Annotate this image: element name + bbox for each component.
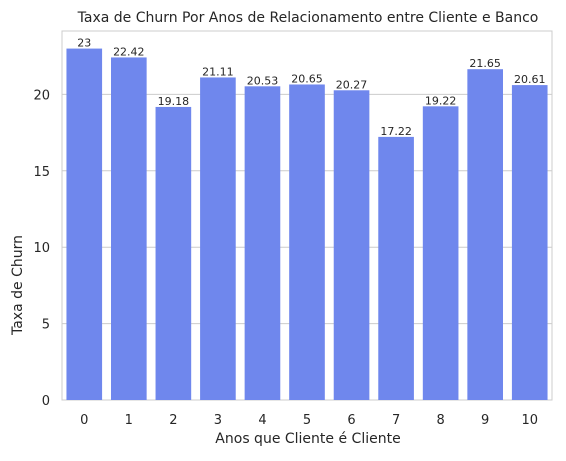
bar-value-label: 19.22	[425, 94, 457, 107]
bar	[244, 86, 281, 400]
x-tick-label: 5	[303, 413, 311, 428]
bar	[422, 106, 459, 401]
bar-value-label: 17.22	[380, 125, 412, 138]
y-tick-label: 0	[42, 394, 50, 409]
x-tick-label: 9	[481, 413, 489, 428]
data-labels: 23 22.42 19.18 21.11 20.53 20.65 20.27 17.22 19.…	[77, 37, 545, 138]
y-tick-label: 20	[33, 88, 50, 103]
x-tick-label: 3	[214, 413, 222, 428]
bar	[378, 136, 414, 400]
bar	[155, 106, 192, 400]
bars	[66, 48, 548, 401]
bar-value-label: 20.53	[247, 74, 279, 87]
bar	[333, 90, 370, 400]
bar-value-label: 20.61	[514, 73, 546, 86]
bar	[200, 77, 236, 400]
y-tick-label: 10	[33, 241, 50, 256]
x-tick-label: 1	[125, 413, 133, 428]
bar	[511, 85, 548, 400]
x-tick-label: 0	[80, 413, 88, 428]
x-tick-label: 4	[258, 413, 266, 428]
bar-value-label: 19.18	[158, 95, 190, 108]
bar-value-label: 20.65	[291, 72, 323, 85]
y-tick-label: 15	[33, 165, 50, 180]
bar	[66, 48, 103, 400]
y-axis-label: Taxa de Churn	[10, 235, 26, 336]
x-tick-label: 8	[436, 413, 444, 428]
x-axis-label: Anos que Cliente é Cliente	[215, 431, 400, 447]
bar-value-label: 22.42	[113, 45, 145, 58]
bar	[467, 69, 503, 400]
bar-value-label: 20.27	[336, 78, 368, 91]
x-tick-label: 10	[521, 413, 538, 428]
bar-value-label: 21.11	[202, 65, 234, 78]
bar	[289, 84, 325, 400]
y-axis-ticks: 0 5 10 15 20	[33, 88, 50, 409]
x-axis-ticks: 0 1 2 3 4 5 6 7 8 9 10	[80, 413, 538, 428]
x-tick-label: 2	[169, 413, 177, 428]
x-tick-label: 7	[392, 413, 400, 428]
bar	[111, 57, 147, 401]
chart-title: Taxa de Churn Por Anos de Relacionamento…	[77, 10, 539, 26]
y-tick-label: 5	[42, 318, 50, 333]
bar-value-label: 23	[77, 37, 91, 50]
bar-value-label: 21.65	[469, 57, 501, 70]
x-tick-label: 6	[347, 413, 355, 428]
